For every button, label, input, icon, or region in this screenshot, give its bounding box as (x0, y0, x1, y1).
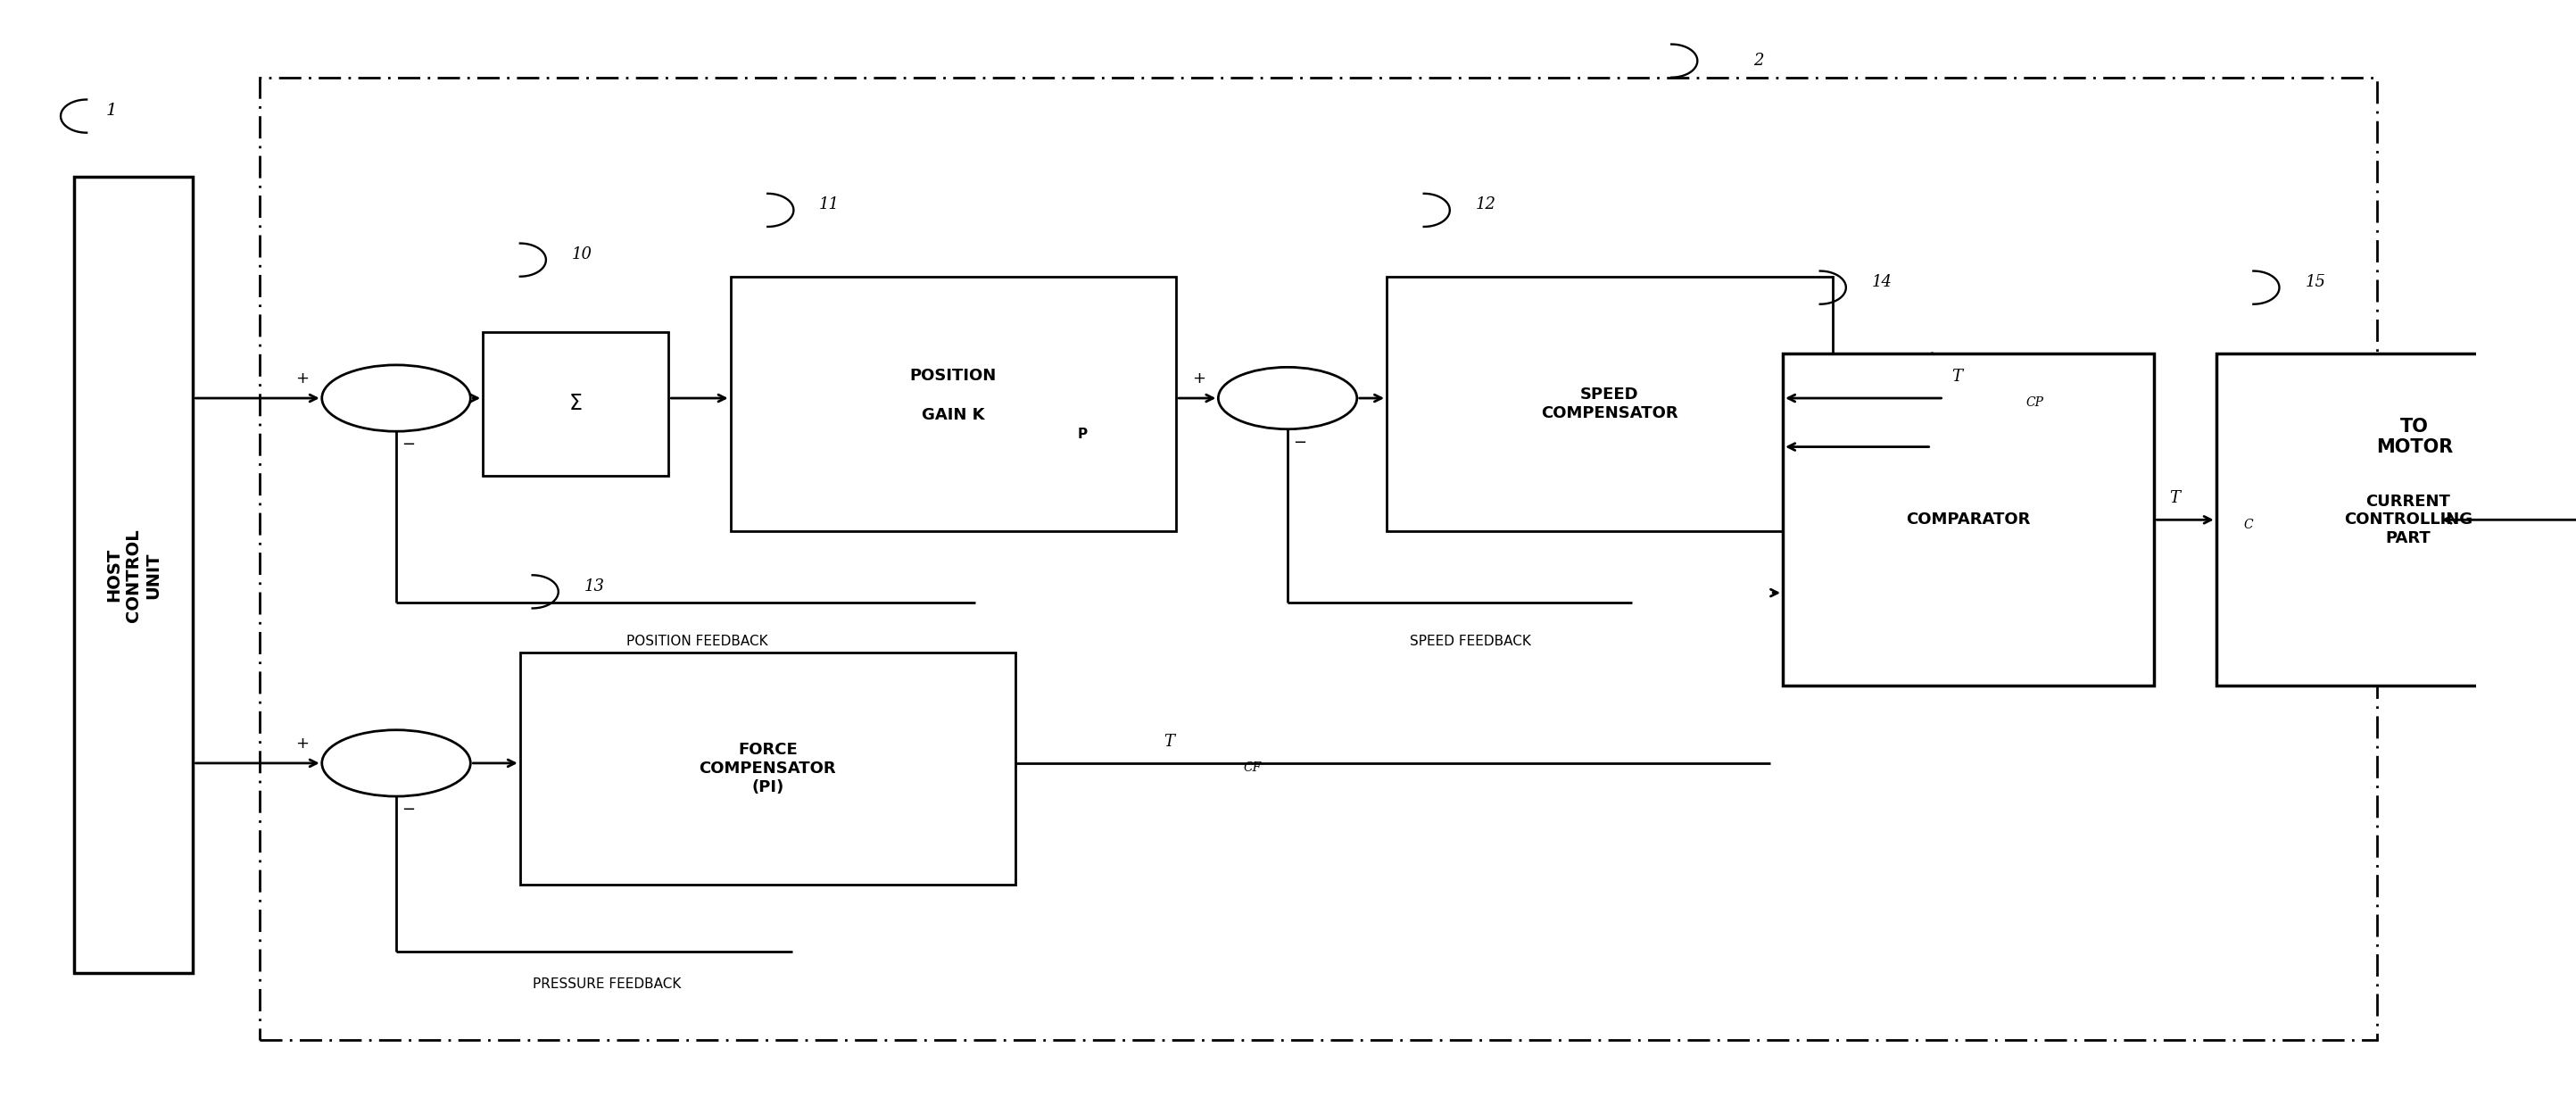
Text: CP: CP (2025, 397, 2043, 409)
Circle shape (1218, 367, 1358, 429)
Text: 15: 15 (2306, 274, 2326, 290)
Text: 14: 14 (1873, 274, 1893, 290)
Text: 2: 2 (1752, 53, 1762, 69)
Bar (1386, 276, 1832, 531)
Text: T: T (1164, 733, 1175, 750)
Text: POSITION: POSITION (909, 368, 997, 384)
Text: −: − (402, 437, 415, 452)
Text: POSITION FEEDBACK: POSITION FEEDBACK (626, 635, 768, 648)
Text: −: − (402, 802, 415, 817)
Text: PRESSURE FEEDBACK: PRESSURE FEEDBACK (533, 978, 680, 991)
Bar (482, 332, 670, 476)
Text: +: + (1193, 371, 1206, 386)
Text: P: P (1077, 428, 1087, 441)
Text: Σ: Σ (569, 393, 582, 415)
Text: GAIN K: GAIN K (922, 407, 984, 422)
Text: 10: 10 (572, 247, 592, 262)
Circle shape (322, 365, 471, 431)
Text: +: + (296, 371, 309, 386)
Text: 1: 1 (106, 103, 116, 118)
Bar (2215, 354, 2576, 686)
Bar (732, 276, 1177, 531)
Text: CF: CF (1244, 762, 1262, 774)
Bar (260, 77, 2378, 1040)
Text: 11: 11 (819, 197, 840, 212)
Circle shape (322, 730, 471, 796)
Text: T: T (1950, 368, 1963, 385)
Text: CURRENT
CONTROLLING
PART: CURRENT CONTROLLING PART (2344, 493, 2473, 546)
Text: COMPARATOR: COMPARATOR (1906, 512, 2030, 528)
Text: T: T (2169, 490, 2179, 507)
Text: HOST
CONTROL
UNIT: HOST CONTROL UNIT (106, 529, 162, 622)
Bar (75, 177, 193, 973)
Bar (520, 653, 1015, 885)
Text: 13: 13 (585, 578, 605, 594)
Bar (1783, 354, 2154, 686)
Text: SPEED FEEDBACK: SPEED FEEDBACK (1409, 635, 1533, 648)
Text: 12: 12 (1476, 197, 1497, 212)
Text: C: C (2244, 519, 2254, 531)
Text: TO
MOTOR: TO MOTOR (2375, 418, 2452, 456)
Text: +: + (296, 735, 309, 751)
Text: FORCE
COMPENSATOR
(PI): FORCE COMPENSATOR (PI) (698, 742, 837, 795)
Text: −: − (1293, 435, 1306, 450)
Text: SPEED
COMPENSATOR: SPEED COMPENSATOR (1540, 386, 1677, 421)
